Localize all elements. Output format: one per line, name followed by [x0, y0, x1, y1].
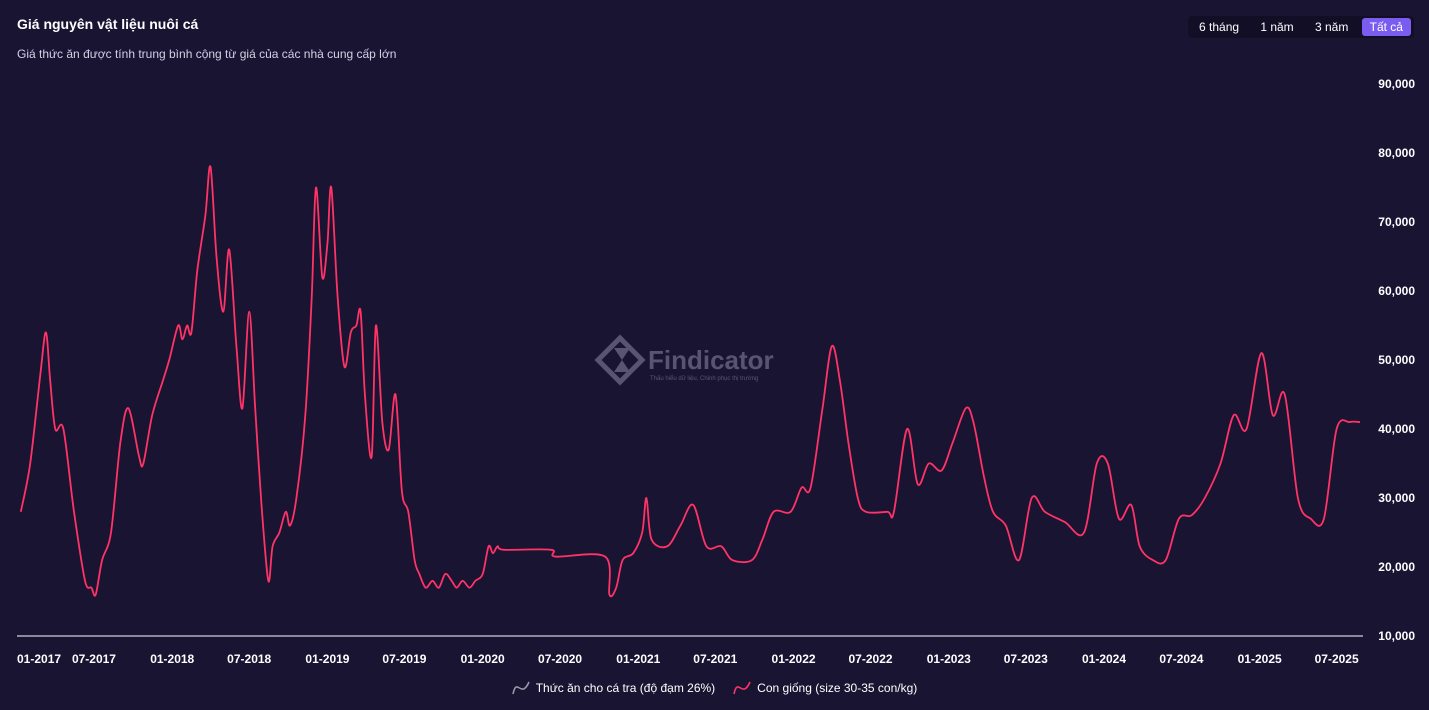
- x-tick-label: 01-2021: [616, 652, 660, 666]
- x-tick-label: 01-2018: [150, 652, 194, 666]
- tab-6-months[interactable]: 6 tháng: [1199, 20, 1240, 34]
- series-line-icon-gray: [511, 681, 530, 695]
- x-tick-label: 07-2018: [227, 652, 271, 666]
- y-axis-ticks: 10,000 20,000 30,000 40,000 50,000 60,000 70,0…: [1378, 77, 1415, 643]
- x-tick-label: 01-2024: [1082, 652, 1126, 666]
- y-tick-label: 80,000: [1378, 146, 1415, 160]
- y-tick-label: 30,000: [1378, 491, 1415, 505]
- x-tick-label: 01-2020: [461, 652, 505, 666]
- x-tick-label: 07-2017: [72, 652, 116, 666]
- x-tick-label: 01-2025: [1238, 652, 1282, 666]
- legend-label-thuc-an: Thức ăn cho cá tra (độ đạm 26%): [535, 681, 716, 695]
- y-tick-label: 50,000: [1378, 353, 1415, 367]
- findicator-watermark: Findicator Thấu hiểu dữ liệu, Chinh phục…: [594, 334, 774, 386]
- legend: Thức ăn cho cá tra (độ đạm 26%) Con giốn…: [0, 680, 1429, 696]
- time-range-tabs: 6 tháng 1 năm 3 năm Tất cả: [1188, 16, 1414, 38]
- tab-1-year[interactable]: 1 năm: [1260, 20, 1294, 34]
- chart-title: Giá nguyên vật liệu nuôi cá: [17, 16, 199, 32]
- watermark-tagline: Thấu hiểu dữ liệu, Chinh phục thị trường: [650, 375, 758, 382]
- chart-subtitle: Giá thức ăn được tính trung bình cộng từ…: [17, 47, 397, 61]
- y-tick-label: 60,000: [1378, 284, 1415, 298]
- x-tick-label: 07-2021: [693, 652, 737, 666]
- y-tick-label: 20,000: [1378, 560, 1415, 574]
- watermark-name: Findicator: [648, 345, 774, 375]
- x-tick-label: 01-2019: [305, 652, 349, 666]
- y-tick-label: 40,000: [1378, 422, 1415, 436]
- tab-all[interactable]: Tất cả: [1361, 18, 1411, 36]
- x-tick-label: 01-2022: [772, 652, 816, 666]
- y-tick-label: 90,000: [1378, 77, 1415, 91]
- tab-3-years[interactable]: 3 năm: [1314, 20, 1349, 34]
- x-tick-label: 07-2023: [1004, 652, 1048, 666]
- series-line-icon-pink: [733, 681, 751, 695]
- x-tick-label: 07-2025: [1315, 652, 1359, 666]
- x-tick-label: 07-2019: [382, 652, 426, 666]
- legend-item-con-giong[interactable]: Con giống (size 30-35 con/kg): [733, 680, 917, 696]
- y-tick-label: 70,000: [1378, 215, 1415, 229]
- legend-label-con-giong: Con giống (size 30-35 con/kg): [757, 681, 918, 695]
- series-line-con-giong[interactable]: [19, 165, 1361, 598]
- x-tick-label: 01-2023: [927, 652, 971, 666]
- x-tick-label: 07-2024: [1159, 652, 1203, 666]
- findicator-logo-icon: [594, 334, 646, 386]
- x-tick-label: 01-2017: [17, 652, 61, 666]
- x-tick-label: 07-2020: [538, 652, 582, 666]
- y-tick-label: 10,000: [1378, 629, 1415, 643]
- legend-item-thuc-an[interactable]: Thức ăn cho cá tra (độ đạm 26%): [511, 680, 716, 696]
- x-axis-ticks: 01-2017 07-2017 01-2018 07-2018 01-2019 07-20…: [17, 652, 1359, 666]
- x-tick-label: 07-2022: [849, 652, 893, 666]
